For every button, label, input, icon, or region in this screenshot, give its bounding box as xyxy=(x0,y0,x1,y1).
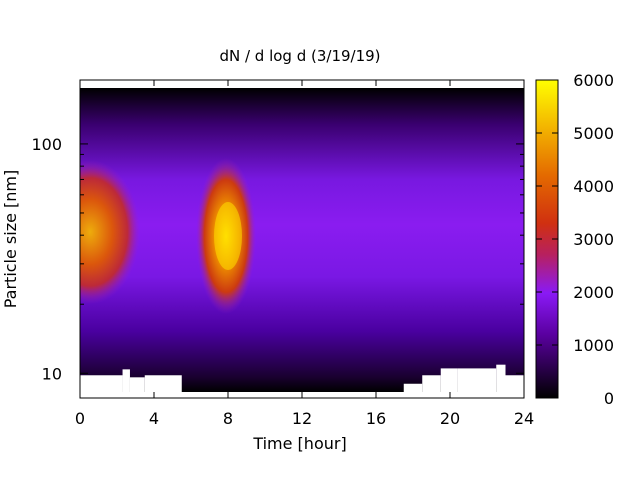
colorbar-tick-label: 5000 xyxy=(573,124,614,143)
colorbar-tick-label: 3000 xyxy=(573,230,614,249)
plot-area xyxy=(80,80,524,398)
colorbar-tick-label: 0 xyxy=(604,389,614,408)
chart-title: dN / d log d (3/19/19) xyxy=(219,47,380,65)
y-tick-label: 10 xyxy=(42,364,62,383)
burst-mode-morning xyxy=(80,160,140,304)
heatmap-background xyxy=(80,88,524,392)
missing-data-regions xyxy=(80,364,524,398)
colorbar-tick-label: 1000 xyxy=(573,336,614,355)
colorbar-tick-label: 4000 xyxy=(573,177,614,196)
missing-data-block xyxy=(440,368,458,398)
colorbar-axis: 0 1000 2000 3000 4000 5000 6000 xyxy=(536,71,614,408)
missing-data-block xyxy=(122,369,130,398)
missing-data-block xyxy=(457,368,497,398)
missing-data-block xyxy=(422,375,441,398)
burst-mode-rush-hour-core xyxy=(214,202,242,270)
x-tick-label: 12 xyxy=(292,409,312,428)
y-axis-label: Particle size [nm] xyxy=(1,170,20,309)
colorbar-tick-label: 2000 xyxy=(573,283,614,302)
missing-data-block xyxy=(403,383,423,398)
missing-data-block xyxy=(496,364,506,398)
x-axis-label: Time [hour] xyxy=(252,434,346,453)
x-tick-label: 4 xyxy=(149,409,159,428)
x-tick-label: 16 xyxy=(366,409,386,428)
x-tick-label: 8 xyxy=(223,409,233,428)
x-tick-label: 20 xyxy=(440,409,460,428)
missing-data-block xyxy=(80,375,123,398)
x-tick-label: 24 xyxy=(514,409,534,428)
missing-data-block xyxy=(505,375,524,398)
colorbar-tick-label: 6000 xyxy=(573,71,614,90)
y-axis: 10 100 xyxy=(31,135,524,383)
missing-data-block xyxy=(144,375,182,398)
missing-data-block xyxy=(129,377,145,398)
y-tick-label: 100 xyxy=(31,135,62,154)
x-tick-label: 0 xyxy=(75,409,85,428)
x-axis: 0 4 8 12 16 20 24 xyxy=(75,80,534,428)
